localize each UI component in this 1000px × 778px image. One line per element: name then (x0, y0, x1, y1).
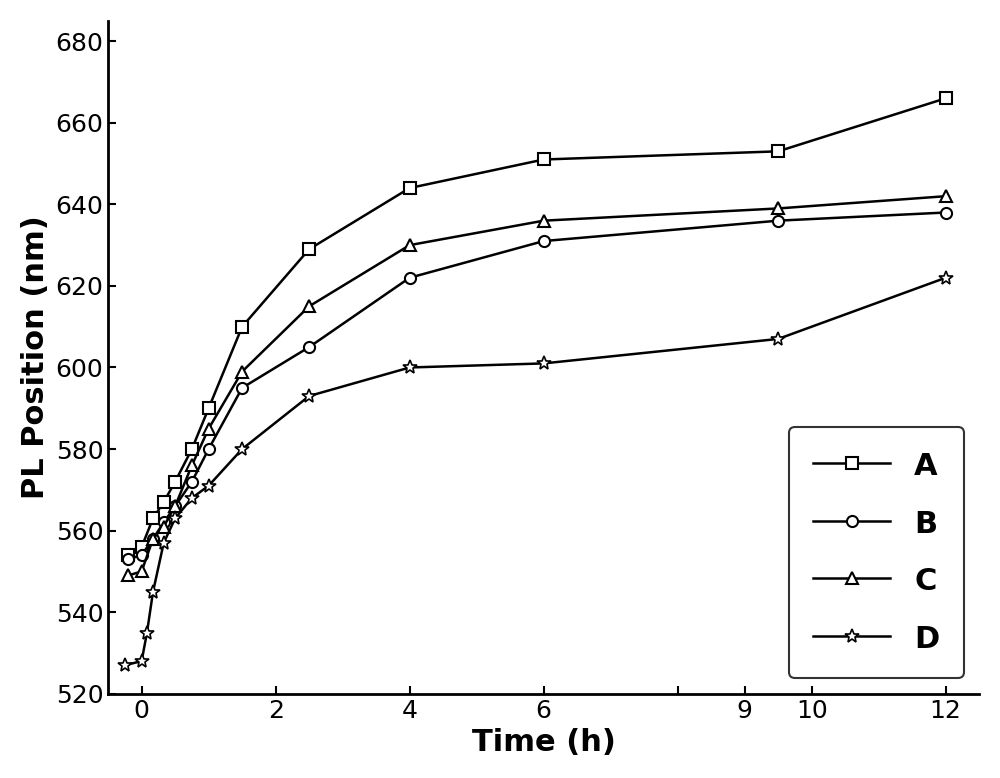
D (169, 513, 181, 523)
B (940, 208, 952, 217)
Line: D: D (118, 271, 953, 672)
Line: B: B (123, 207, 951, 565)
B (236, 384, 248, 393)
B (538, 237, 550, 246)
D (538, 359, 550, 368)
A (236, 322, 248, 331)
C (404, 240, 416, 250)
B (169, 502, 181, 511)
C (122, 571, 134, 580)
A (940, 93, 952, 103)
D (236, 444, 248, 454)
B (303, 342, 315, 352)
C (303, 302, 315, 311)
A (186, 444, 198, 454)
C (203, 424, 215, 433)
X-axis label: Time (h): Time (h) (472, 728, 616, 757)
D (940, 273, 952, 282)
C (186, 461, 198, 470)
D (147, 587, 159, 597)
B (158, 518, 170, 527)
B (122, 555, 134, 564)
B (203, 444, 215, 454)
A (169, 477, 181, 486)
D (772, 335, 784, 344)
B (772, 216, 784, 226)
D (136, 657, 148, 666)
A (303, 244, 315, 254)
B (136, 550, 148, 559)
B (147, 534, 159, 544)
C (772, 204, 784, 213)
D (158, 538, 170, 548)
C (940, 191, 952, 201)
D (203, 481, 215, 490)
A (772, 147, 784, 156)
A (203, 404, 215, 413)
A (158, 497, 170, 506)
D (141, 628, 153, 637)
C (169, 502, 181, 511)
C (158, 522, 170, 531)
D (119, 661, 131, 670)
A (147, 513, 159, 523)
A (122, 550, 134, 559)
C (236, 367, 248, 377)
Line: C: C (123, 191, 951, 581)
C (538, 216, 550, 226)
A (404, 184, 416, 193)
Legend: A, B, C, D: A, B, C, D (789, 426, 964, 678)
Y-axis label: PL Position (nm): PL Position (nm) (21, 216, 50, 499)
C (147, 534, 159, 544)
A (538, 155, 550, 164)
Line: A: A (123, 93, 951, 561)
D (303, 391, 315, 401)
C (136, 566, 148, 576)
A (136, 542, 148, 552)
D (186, 493, 198, 503)
D (404, 363, 416, 372)
B (186, 477, 198, 486)
B (404, 273, 416, 282)
